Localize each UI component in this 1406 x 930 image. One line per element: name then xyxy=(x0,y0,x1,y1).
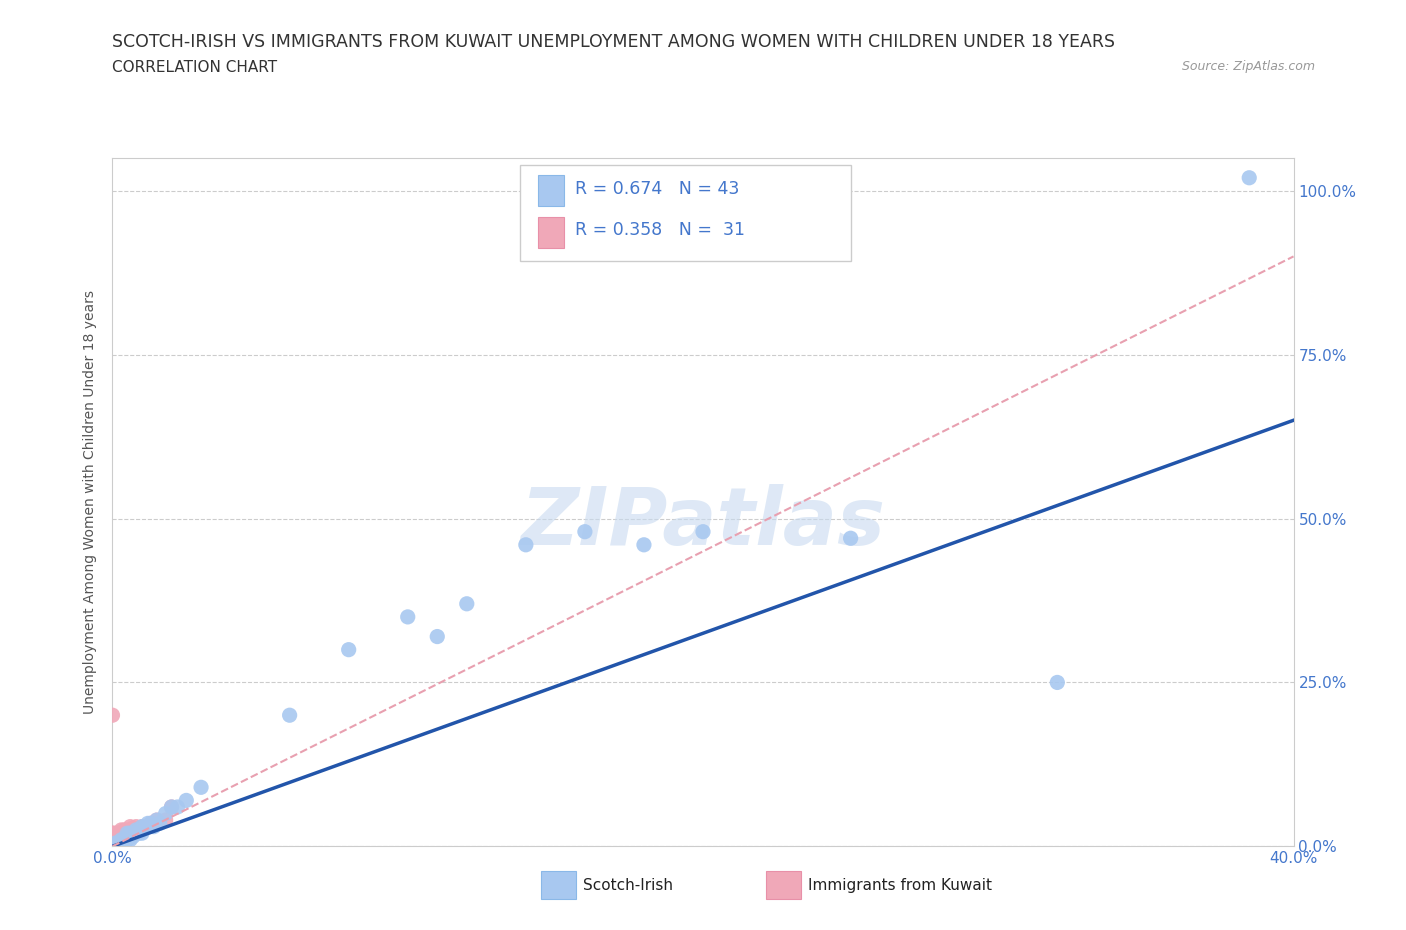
Point xyxy=(107,826,129,841)
Point xyxy=(101,831,124,846)
Point xyxy=(104,826,127,841)
Point xyxy=(101,835,124,850)
Point xyxy=(839,531,862,546)
Text: ZIPatlas: ZIPatlas xyxy=(520,484,886,562)
Point xyxy=(110,832,132,847)
Point xyxy=(101,826,124,841)
Point xyxy=(128,826,150,841)
Point xyxy=(155,806,177,821)
Point xyxy=(131,826,153,841)
Point xyxy=(139,816,162,830)
Point xyxy=(139,816,162,830)
Y-axis label: Unemployment Among Women with Children Under 18 years: Unemployment Among Women with Children U… xyxy=(83,290,97,714)
Text: Scotch-Irish: Scotch-Irish xyxy=(583,878,673,893)
Point xyxy=(174,793,197,808)
Point xyxy=(1046,675,1069,690)
Point xyxy=(112,822,135,837)
Text: SCOTCH-IRISH VS IMMIGRANTS FROM KUWAIT UNEMPLOYMENT AMONG WOMEN WITH CHILDREN UN: SCOTCH-IRISH VS IMMIGRANTS FROM KUWAIT U… xyxy=(112,33,1115,50)
Point xyxy=(107,826,129,841)
Point xyxy=(125,826,148,841)
Point xyxy=(112,835,135,850)
Text: R = 0.358   N =  31: R = 0.358 N = 31 xyxy=(575,221,745,239)
Point xyxy=(125,822,148,837)
Point xyxy=(120,826,142,841)
Point xyxy=(101,829,124,844)
Point xyxy=(107,829,129,844)
Point xyxy=(101,838,124,853)
Point xyxy=(110,826,132,841)
Point xyxy=(131,819,153,834)
Point xyxy=(396,609,419,624)
Point xyxy=(117,826,138,841)
Point xyxy=(142,819,165,834)
Point xyxy=(120,832,142,847)
Point xyxy=(692,525,714,539)
Point xyxy=(149,816,172,830)
Point xyxy=(101,826,124,841)
Text: Immigrants from Kuwait: Immigrants from Kuwait xyxy=(808,878,993,893)
Text: CORRELATION CHART: CORRELATION CHART xyxy=(112,60,277,75)
Point xyxy=(120,819,142,834)
Point xyxy=(426,629,449,644)
Point xyxy=(101,827,124,842)
Text: R = 0.674   N = 43: R = 0.674 N = 43 xyxy=(575,180,740,198)
Point xyxy=(120,829,142,844)
Point xyxy=(104,829,127,844)
Point xyxy=(107,835,129,850)
FancyBboxPatch shape xyxy=(537,217,564,247)
Point xyxy=(337,643,360,658)
Point xyxy=(136,816,159,830)
Point xyxy=(101,835,124,850)
Point xyxy=(104,835,127,850)
Point xyxy=(110,822,132,837)
Text: Source: ZipAtlas.com: Source: ZipAtlas.com xyxy=(1181,60,1315,73)
Point xyxy=(122,826,145,841)
Point xyxy=(134,819,156,834)
Point xyxy=(101,839,124,854)
Point xyxy=(104,832,127,847)
Point xyxy=(146,813,169,828)
Point xyxy=(101,833,124,848)
Point xyxy=(110,835,132,850)
Point xyxy=(574,525,596,539)
Point xyxy=(117,829,138,844)
Point xyxy=(101,837,124,852)
Point xyxy=(146,813,169,828)
FancyBboxPatch shape xyxy=(537,176,564,206)
Point xyxy=(155,813,177,828)
Point xyxy=(112,832,135,847)
Point xyxy=(101,708,124,723)
FancyBboxPatch shape xyxy=(520,165,851,261)
Point xyxy=(160,800,183,815)
Point xyxy=(633,538,655,552)
Point xyxy=(117,832,138,847)
FancyBboxPatch shape xyxy=(541,871,576,899)
Point xyxy=(515,538,537,552)
Point xyxy=(1239,170,1261,185)
FancyBboxPatch shape xyxy=(766,871,801,899)
Point xyxy=(166,800,188,815)
Point xyxy=(117,822,138,837)
Point xyxy=(122,820,145,835)
Point xyxy=(456,596,478,611)
Point xyxy=(190,780,212,795)
Point xyxy=(131,819,153,834)
Point xyxy=(101,832,124,847)
Point xyxy=(125,819,148,834)
Point xyxy=(128,822,150,837)
Point xyxy=(160,800,183,815)
Point xyxy=(278,708,301,723)
Point xyxy=(122,829,145,844)
